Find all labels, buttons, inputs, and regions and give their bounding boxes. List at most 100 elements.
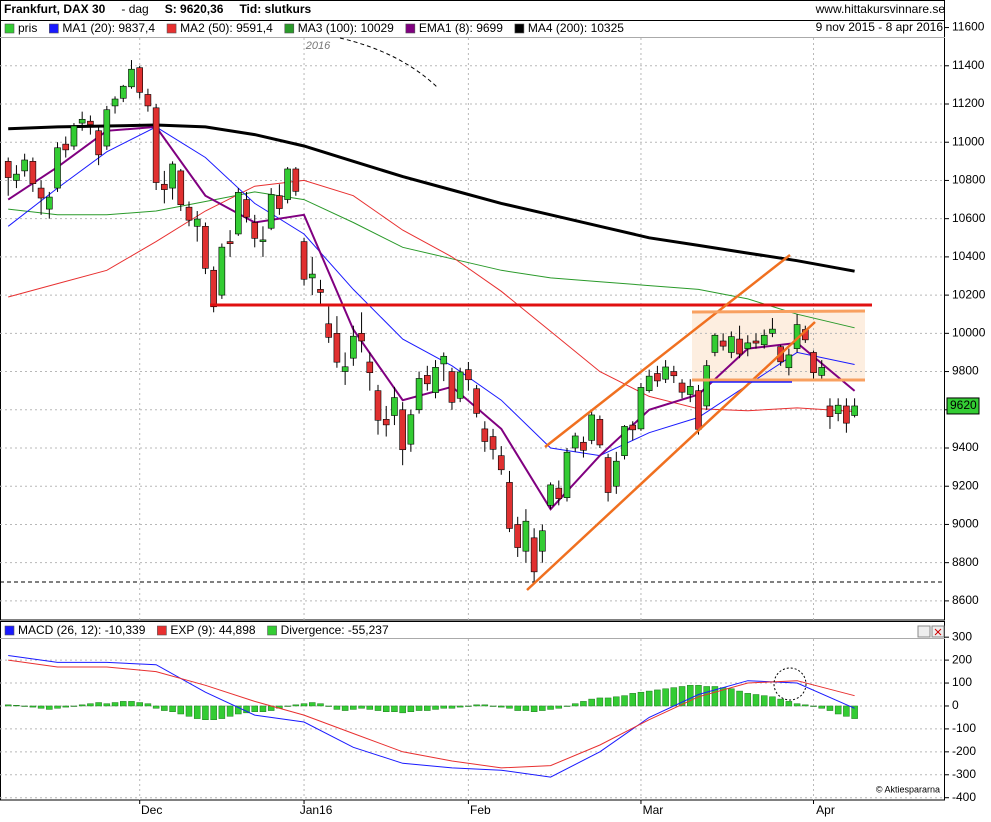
- header-subtitle: - dag: [121, 2, 148, 16]
- divergence-bar: [210, 705, 217, 720]
- candle-body: [695, 390, 702, 430]
- divergence-bar: [46, 705, 53, 710]
- candle-body: [604, 457, 612, 493]
- y-tick-label: 10400: [952, 249, 986, 263]
- range-top: [691, 309, 866, 314]
- divergence-bar: [152, 705, 160, 709]
- candle-body: [719, 340, 727, 347]
- candle-body: [736, 338, 743, 355]
- divergence-bar: [522, 705, 530, 711]
- divergence-bar: [662, 688, 669, 707]
- legend-swatch: [405, 23, 416, 34]
- candle-body: [703, 365, 710, 407]
- divergence-bar: [284, 705, 291, 707]
- candle-body: [391, 397, 398, 416]
- divergence-bar: [161, 705, 168, 711]
- divergence-bar: [415, 705, 423, 711]
- divergence-bar: [21, 705, 28, 707]
- divergence-bar: [95, 702, 102, 707]
- y-tick-label: 8800: [952, 555, 979, 569]
- ma-line: [7, 126, 855, 457]
- candle-body: [834, 404, 842, 414]
- candle-body: [128, 68, 135, 88]
- candle-body: [333, 333, 341, 363]
- divergence-bar: [629, 693, 636, 707]
- divergence-bar: [70, 705, 78, 707]
- candle-body: [481, 428, 489, 442]
- candle-body: [465, 369, 472, 381]
- candle-body: [580, 441, 587, 451]
- divergence-bar: [752, 694, 760, 707]
- divergence-bar: [760, 695, 768, 707]
- divergence-bar: [645, 690, 653, 707]
- candle-body: [407, 414, 415, 445]
- divergence-bar: [769, 696, 776, 707]
- legend-label: MA1 (20): 9837,4: [62, 21, 155, 35]
- price-tag: [946, 397, 980, 415]
- divergence-bar: [489, 705, 497, 707]
- divergence-bar: [136, 702, 143, 707]
- candle-body: [374, 390, 382, 421]
- arc: [339, 37, 438, 88]
- candle-body: [276, 195, 283, 209]
- divergence-bar: [391, 705, 398, 712]
- divergence-bar: [309, 702, 316, 707]
- candle-body: [637, 387, 645, 430]
- divergence-bar: [465, 705, 472, 707]
- close-icon: [934, 628, 942, 636]
- divergence-bar: [736, 690, 743, 707]
- divergence-bar: [87, 703, 94, 707]
- candle-body: [530, 537, 538, 573]
- divergence-bar: [687, 685, 694, 707]
- candle-body: [613, 460, 620, 487]
- divergence-bar: [120, 701, 127, 707]
- candle-body: [62, 143, 70, 151]
- candle-body: [752, 340, 760, 344]
- candle-body: [818, 367, 826, 376]
- divergence-bar: [399, 705, 406, 714]
- zoom-button[interactable]: [917, 625, 931, 638]
- divergence-bar: [588, 698, 595, 707]
- divergence-bar: [810, 705, 817, 707]
- divergence-bar: [613, 696, 620, 707]
- y-tick-label: -100: [952, 721, 976, 735]
- legend-swatch: [166, 23, 177, 34]
- y-tick-label: 300: [952, 629, 972, 643]
- divergence-bar: [514, 705, 521, 711]
- divergence-bar: [580, 701, 587, 707]
- candle-body: [555, 487, 563, 499]
- divergence-bar: [654, 689, 661, 707]
- candle-body: [810, 352, 817, 374]
- x-tick-label: Mar: [643, 803, 664, 817]
- candle-body: [563, 451, 571, 498]
- divergence-bar: [530, 705, 538, 712]
- divergence-bar: [448, 705, 456, 709]
- y-tick-label: 11000: [952, 134, 985, 148]
- candle-body: [259, 239, 267, 242]
- divergence-bar: [37, 705, 45, 709]
- candle-body: [596, 419, 604, 446]
- candle-body: [87, 120, 94, 125]
- x-tick-label: Apr: [816, 803, 835, 817]
- candle-body: [382, 419, 390, 426]
- divergence-bar: [604, 697, 612, 707]
- candle-body: [432, 367, 439, 393]
- divergence-bar: [424, 705, 431, 711]
- divergence-bar: [54, 705, 61, 709]
- candle-body: [218, 246, 226, 296]
- divergence-bar: [374, 705, 382, 711]
- candle-body: [711, 334, 719, 353]
- candle-body: [728, 336, 735, 353]
- divergence-bar: [78, 704, 86, 707]
- candle-body: [136, 67, 143, 93]
- y-tick-label: 9200: [952, 478, 979, 492]
- y-tick-label: 8600: [952, 593, 979, 607]
- divergence-bar: [843, 705, 850, 717]
- candle-body: [489, 436, 497, 450]
- divergence-bar: [128, 701, 135, 707]
- divergence-bar: [366, 705, 374, 710]
- divergence-bar: [785, 701, 793, 707]
- legend-swatch: [514, 23, 525, 34]
- x-tick-label: Feb: [470, 803, 491, 817]
- candle-body: [267, 194, 275, 229]
